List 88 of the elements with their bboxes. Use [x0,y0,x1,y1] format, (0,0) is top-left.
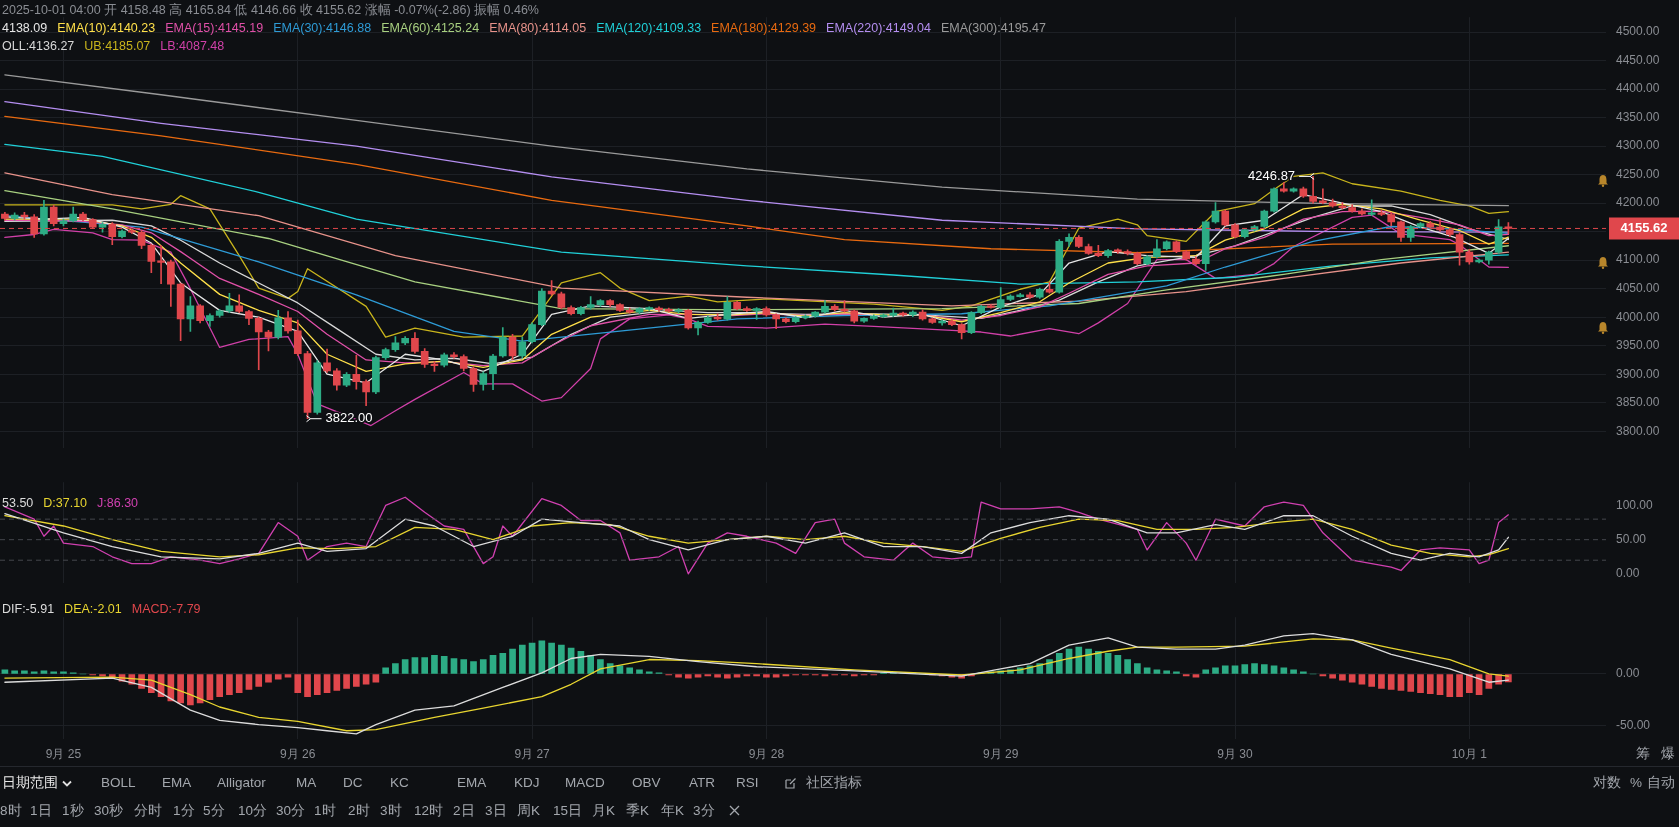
text: 月K [592,803,616,819]
y-tick-label: 0.00 [1616,666,1640,681]
text: MACD [565,775,605,791]
text: 年K [661,803,685,819]
y-tick-label: 3850.00 [1616,395,1660,410]
annotation: 4246.87 [1248,167,1296,183]
y-tick-label: 3900.00 [1616,366,1660,381]
y-tick-label: 3950.00 [1616,338,1660,353]
text: 1时 [314,803,336,819]
text: KC [390,775,409,791]
text: EMA(10):4140.23 [57,20,156,37]
text: DIF:-5.91 [2,601,55,618]
y-tick-label: 100.00 [1616,497,1654,512]
text: 2时 [348,803,370,819]
text: 10分 [238,803,268,819]
y-tick-label: 4250.00 [1616,166,1660,181]
x-tick-label: 9月 27 [514,746,551,761]
y-tick-label: 4300.00 [1616,138,1660,153]
text: MACD:-7.79 [131,601,201,618]
y-tick-label: 4500.00 [1616,24,1660,39]
text: 日期范围 [2,775,58,791]
y-tick-label: 3800.00 [1616,423,1660,438]
text: 对数 [1593,775,1621,791]
text: EMA(60):4125.24 [381,20,480,37]
text: 3日 [485,803,507,819]
text: EMA(80):4114.05 [489,20,587,37]
x-tick-label: 9月 30 [1217,746,1254,761]
y-tick-label: 4450.00 [1616,52,1660,67]
text: EMA [457,775,487,791]
text: Alligator [217,775,266,791]
text: 1日 [30,803,52,819]
y-tick-label: 4050.00 [1616,280,1660,295]
text: RSI [736,775,759,791]
text: 筹 [1636,746,1650,762]
y-tick-label: 4200.00 [1616,195,1660,210]
text: EMA(180):4129.39 [711,20,817,37]
text: EMA(220):4149.04 [826,20,931,37]
text: KDJ [514,775,540,791]
text: 1秒 [62,803,84,819]
x-tick-label: 9月 25 [45,746,82,761]
text: 15日 [553,803,583,819]
x-tick-label: 9月 29 [983,746,1019,761]
text: EMA(300):4195.47 [940,20,1046,37]
text: BOLL [101,775,136,791]
text: 社区指标 [806,775,862,791]
text: 3分 [693,803,715,819]
text: EMA [162,775,192,791]
text: 30分 [276,803,306,819]
text: ATR [689,775,715,791]
text: 30秒 [94,803,124,819]
text: EMA(15):4145.19 [165,20,264,37]
text: EMA(30):4146.88 [273,20,372,37]
text: 周K [517,803,541,819]
text: 12时 [414,803,444,819]
ref-line-label: 4155.62 [1620,220,1668,236]
text: % [1630,775,1643,791]
y-tick-label: -50.00 [1616,717,1651,732]
text: 爆 [1661,746,1675,762]
text: 1分 [173,803,195,819]
text: LB:4087.48 [160,38,225,55]
text: OLL:4136.27 [2,38,75,55]
y-tick-label: 50.00 [1616,532,1647,546]
chart-title: 2025-10-01 04:00 开 4158.48 高 4165.84 低 4146.66 收 4155.62 涨幅 -0.07%(-2.86) 振幅 0.46% [2,2,540,19]
text: 2日 [453,803,475,819]
x-tick-label: 9月 28 [748,746,785,761]
text: 8时 [0,803,22,819]
x-tick-label: 9月 26 [280,746,316,761]
text: 自动 [1647,775,1675,791]
y-tick-label: 4350.00 [1616,109,1660,124]
series-label: 53.50 [2,495,34,512]
y-tick-label: 4100.00 [1616,252,1660,267]
text: 季K [626,803,650,819]
text: 3时 [380,803,402,819]
text: UB:4185.07 [84,38,151,55]
text: MA [296,775,317,791]
series-label: D:37.10 [43,495,88,512]
text: OBV [632,775,661,791]
y-tick-label: 4000.00 [1616,309,1660,324]
y-tick-label: 4400.00 [1616,81,1660,96]
text: 分时 [134,803,162,819]
text: J:86.30 [97,495,139,512]
text: DEA:-2.01 [64,601,122,618]
text: DC [343,775,363,791]
text: EMA(120):4109.33 [596,20,702,37]
y-tick-label: 0.00 [1616,566,1640,581]
text: 4138.09 [2,20,48,37]
x-tick-label: 10月 1 [1451,746,1488,761]
text: 5分 [203,803,225,819]
